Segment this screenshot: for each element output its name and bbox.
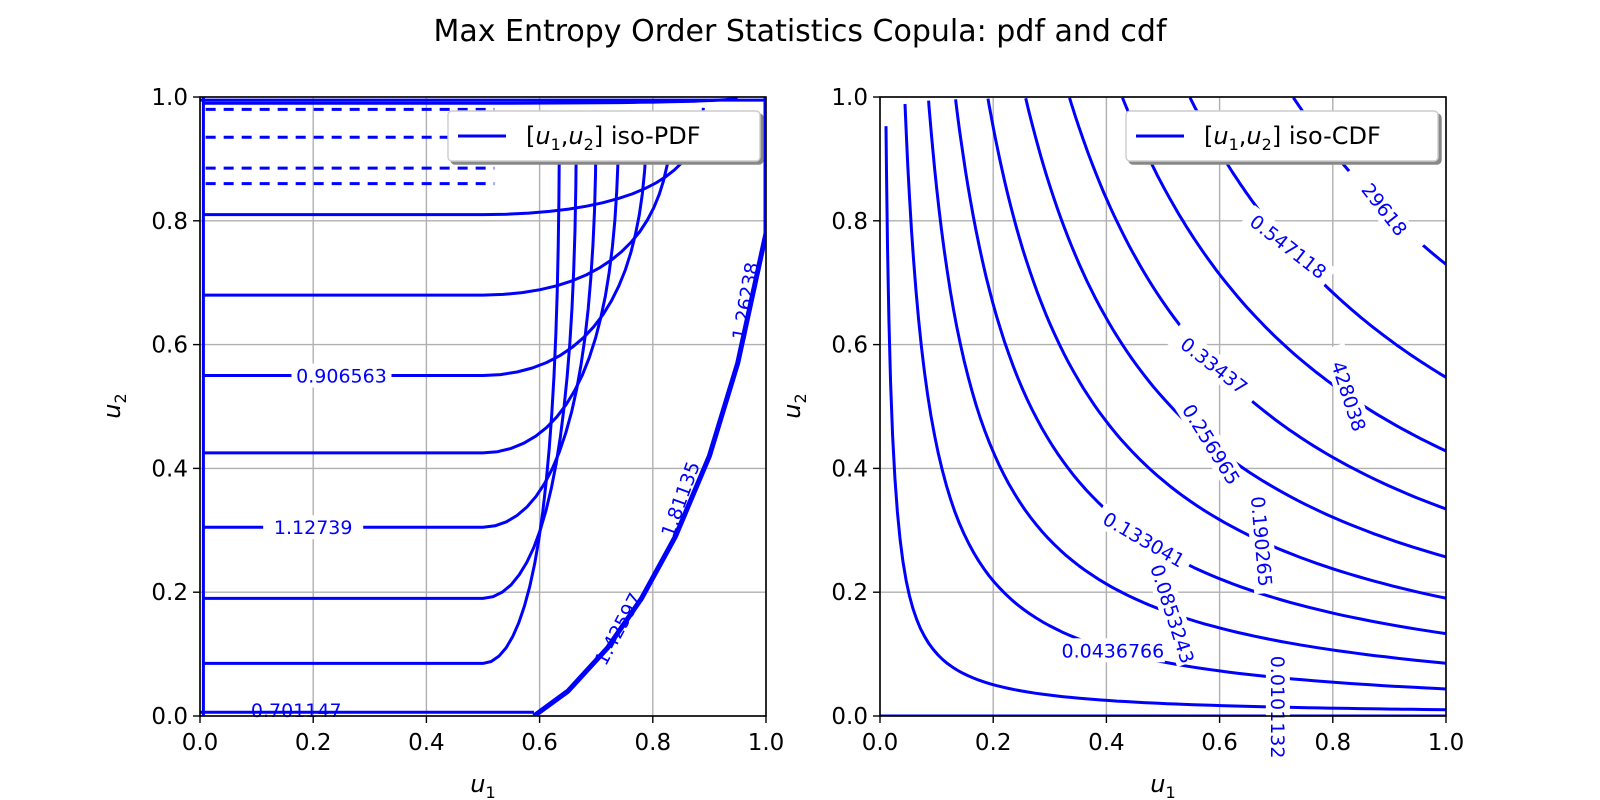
cdf-contour-label: 0.0436766: [1061, 640, 1164, 662]
cdf-x-tick-label: 0.2: [975, 730, 1012, 756]
cdf-contour-line: [1024, 97, 1446, 559]
pdf-x-tick-label: 0.2: [295, 730, 332, 756]
cdf-contour-label: 0.547118: [1245, 211, 1330, 284]
pdf-y-tick-label: 0.4: [151, 456, 188, 482]
cdf-y-tick-label: 0.6: [831, 333, 868, 359]
cdf-contour-label-gap: [1245, 488, 1279, 595]
cdf-contour-label: 29618: [1356, 179, 1411, 240]
cdf-contour-label-gap: [1265, 655, 1290, 760]
pdf-y-tick-label: 0.0: [151, 704, 188, 730]
cdf-contour-label-gap: [1060, 638, 1165, 663]
pdf-grid: [199, 96, 767, 717]
cdf-x-tick-label: 0.6: [1201, 730, 1238, 756]
pdf-x-axis-label: u1: [470, 770, 495, 800]
pdf-contour-label: 1.42597: [591, 589, 647, 669]
cdf-contour-line: [884, 126, 1446, 712]
cdf-contour-label: 0.190265: [1246, 495, 1276, 587]
cdf-legend-label: [u1,u2] iso-CDF: [1204, 122, 1381, 154]
cdf-contour-label: 0.133041: [1099, 508, 1189, 572]
cdf-legend: [u1,u2] iso-CDF: [1125, 110, 1439, 162]
cdf-contour-label-gap: [1092, 503, 1196, 576]
pdf-axes-frame: [199, 96, 767, 717]
pdf-ticks: 0.0 0.2 0.4 0.6 0.8 1.0 0.0 0.2 0.4 0.6 0.8 1.0: [151, 85, 784, 756]
pdf-contour-label: 0.701147: [251, 700, 342, 722]
cdf-axes-frame: [879, 96, 1447, 717]
cdf-y-tick-label: 0.4: [831, 456, 868, 482]
cdf-contour-label: 0.256965: [1177, 401, 1244, 490]
pdf-x-tick-label: 0.8: [635, 730, 672, 756]
cdf-x-tick-label: 0.8: [1315, 730, 1352, 756]
cdf-contour-label: 0.0101132: [1266, 656, 1288, 759]
pdf-x-tick-label: 1.0: [748, 730, 785, 756]
cdf-y-tick-label: 0.0: [831, 704, 868, 730]
pdf-contour-label: 1.12739: [274, 517, 353, 539]
pdf-boundary-curve: [532, 232, 766, 716]
cdf-x-tick-label: 0.4: [1088, 730, 1125, 756]
cdf-x-axis-label: u1: [1150, 770, 1175, 800]
pdf-x-tick-label: 0.0: [182, 730, 219, 756]
pdf-contour-line: [204, 136, 598, 529]
cdf-contour-label-gap: [1173, 393, 1250, 495]
cdf-x-tick-label: 0.0: [862, 730, 899, 756]
pdf-contour-line: [204, 115, 674, 297]
cdf-y-tick-label: 1.0: [831, 85, 868, 111]
pdf-contour-line: [204, 143, 578, 600]
cdf-contour-line: [927, 100, 1446, 665]
pdf-x-tick-label: 0.4: [408, 730, 445, 756]
cdf-x-tick-label: 1.0: [1428, 730, 1465, 756]
cdf-y-tick-label: 0.2: [831, 580, 868, 606]
pdf-y-tick-label: 1.0: [151, 85, 188, 111]
cdf-contour-label-gap: [1239, 205, 1337, 289]
pdf-contour-labels: 1.12739 0.906563 0.701147 1.42597 1.81135 1.2…: [251, 261, 764, 722]
pdf-contour-label: 0.906563: [296, 366, 387, 388]
pdf-y-axis-label: u2: [98, 393, 130, 418]
cdf-y-tick-label: 0.8: [831, 209, 868, 235]
cdf-y-axis-label: u2: [778, 393, 810, 418]
pdf-contour-line: [204, 130, 621, 455]
pdf-contour-label: 1.81135: [657, 459, 705, 540]
cdf-contour-label: 0.33437: [1176, 333, 1251, 399]
pdf-legend-label: [u1,u2] iso-PDF: [526, 122, 701, 154]
figure-title: Max Entropy Order Statistics Copula: pdf…: [433, 14, 1168, 49]
pdf-y-tick-label: 0.2: [151, 580, 188, 606]
pdf-contour-line: [204, 149, 561, 665]
cdf-contour-label-gap: [1145, 560, 1200, 667]
pdf-contour-label: 1.26238: [729, 261, 764, 342]
pdf-legend: [u1,u2] iso-PDF: [447, 110, 761, 162]
pdf-x-tick-label: 0.6: [521, 730, 558, 756]
pdf-contour-label-gap: [291, 363, 392, 388]
pdf-contour-label-gap: [263, 515, 364, 540]
cdf-ticks: 0.0 0.2 0.4 0.6 0.8 1.0 0.0 0.2 0.4 0.6 0.8 1.0: [831, 85, 1464, 756]
cdf-contour-label-gap: [1165, 323, 1263, 407]
pdf-contour-line: [204, 122, 649, 378]
cdf-contour-label-gap: [1321, 343, 1377, 450]
pdf-panel: 1.12739 0.906563 0.701147 1.42597 1.81135 1.2…: [98, 85, 784, 800]
pdf-contours: [200, 97, 766, 716]
pdf-y-tick-label: 0.6: [151, 333, 188, 359]
pdf-y-tick-label: 0.8: [151, 209, 188, 235]
cdf-contour-line: [986, 98, 1446, 600]
cdf-contour-label-gap: [1343, 161, 1427, 258]
